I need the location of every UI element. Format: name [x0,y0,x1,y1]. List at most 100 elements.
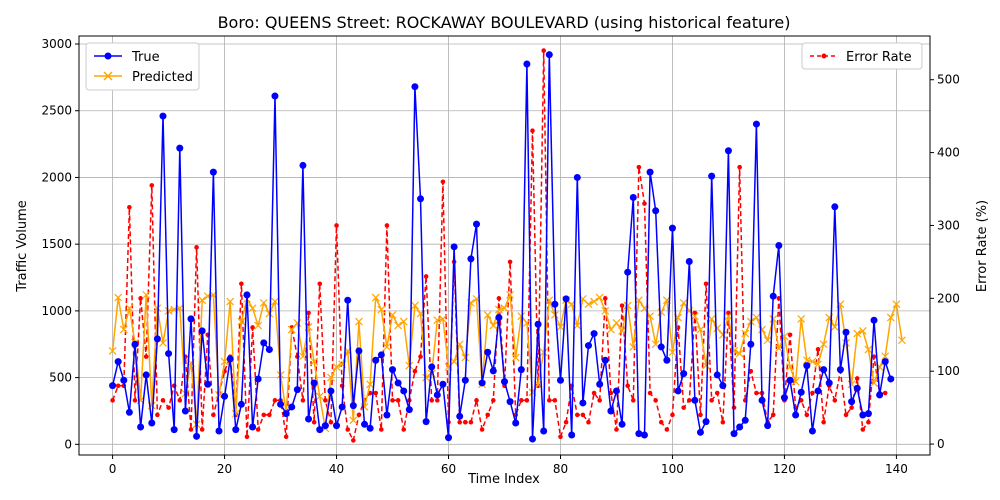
true-point [232,426,240,434]
true-point [870,316,878,324]
error-rate-point [703,281,709,287]
true-point [848,398,856,406]
true-point [887,375,895,383]
y-right-tick-label: 100 [937,364,960,378]
predicted-point [623,301,632,310]
true-point [831,203,839,211]
true-point [568,431,576,439]
true-point [825,379,833,387]
error-rate-point [496,296,502,301]
y-right-tick-label: 200 [937,291,960,305]
true-point [305,415,313,423]
true-point [646,168,654,176]
true-point [310,379,318,387]
true-point [142,371,150,379]
x-tick-label: 20 [217,462,232,476]
predicted-point [870,379,878,387]
true-point [249,423,257,431]
true-point [769,292,777,300]
error-rate-point [160,398,166,403]
predicted-point [483,310,492,319]
true-point [383,411,391,419]
error-rate-point [272,398,278,403]
predicted-point [125,304,134,313]
true-point [271,92,279,100]
true-point [702,418,710,426]
legend-error-marker [821,53,827,59]
error-rate-point [658,419,664,425]
true-point [349,402,357,410]
error-rate-point [373,390,379,396]
true-point [523,60,531,68]
error-rate-point [328,419,334,425]
y-right-tick-label: 400 [937,146,960,160]
predicted-point [786,363,794,371]
predicted-point [153,304,162,313]
true-point [797,388,805,396]
predicted-point [388,310,397,319]
predicted-point [758,325,766,334]
predicted-point [355,317,363,326]
predicted-point [752,313,761,322]
predicted-point [707,314,716,323]
true-point [640,431,648,439]
true-point [741,416,749,424]
predicted-point [735,349,744,358]
error-rate-point [351,438,356,443]
error-rate-point [334,223,339,228]
predicted-point [332,363,341,371]
error-rate-point [770,412,776,418]
legend-true-marker [104,52,112,60]
true-point [215,427,223,435]
error-rate-point [614,427,619,432]
predicted-point [299,352,307,361]
error-rate-point [866,419,871,425]
error-rate-point [642,201,647,206]
true-point [607,407,615,415]
error-rate-point [379,427,384,432]
predicted-point [254,321,263,330]
y-right-tick-label: 500 [937,73,960,87]
error-rate-point [602,296,608,301]
error-rate-point [250,325,255,330]
true-point [450,243,458,251]
plot-frame [78,35,931,456]
true-point [836,366,844,374]
true-point [853,384,861,392]
predicted-point [539,348,548,357]
error-rate-point [709,398,714,403]
error-rate-point [149,183,155,188]
error-rate-point [132,398,138,403]
error-rate-point [261,412,267,418]
true-point [120,376,128,384]
error-rate-point [457,419,463,425]
error-rate-point [686,398,692,403]
true-point [512,419,520,427]
error-rate-point [815,347,821,352]
true-point [545,51,553,59]
true-point [344,296,352,304]
legend-left: True Predicted [85,42,200,91]
error-rate-point [625,383,630,389]
error-rate-point [541,48,546,53]
true-point [288,403,296,411]
true-point [361,420,369,428]
error-rate-point [138,296,143,301]
error-rate-point [474,398,479,403]
predicted-point [556,322,565,331]
y-left-tick-label: 0 [64,437,72,451]
true-point [109,382,117,390]
true-point [708,172,716,180]
true-point [417,195,425,203]
error-rate-point [726,310,731,316]
true-point [439,380,447,388]
true-point [299,161,307,169]
true-point [333,422,341,430]
predicted-point [858,326,867,335]
predicted-point [774,344,783,353]
predicted-point [142,290,151,299]
predicted-point [573,321,582,330]
error-rate-point [720,419,726,425]
predicted-point [506,290,515,299]
true-point [764,422,772,430]
